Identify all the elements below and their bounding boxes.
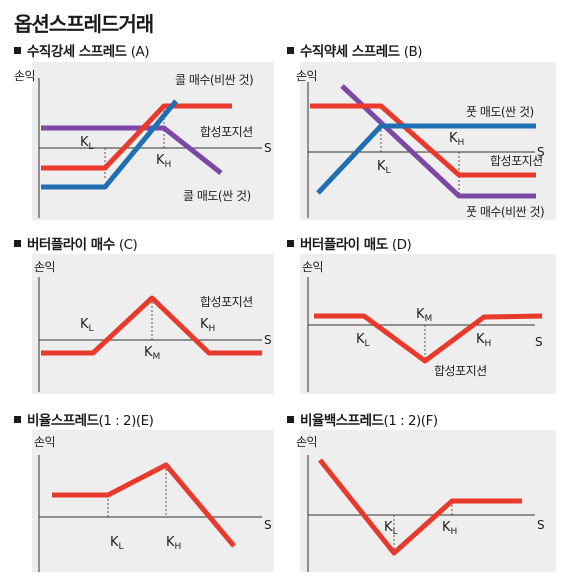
km-label: KM xyxy=(144,345,160,362)
call-sell-label: 콜 매도(싼 것) xyxy=(183,189,251,203)
panel-f-title: 비율백스프레드(1 : 2)(F) xyxy=(287,409,438,429)
x-axis-label: S xyxy=(537,145,544,159)
bullet-icon xyxy=(14,240,21,247)
y-axis-label: 손익 xyxy=(34,435,55,449)
bullet-icon xyxy=(14,416,21,423)
call-buy-label: 콜 매수(비싼 것) xyxy=(175,73,253,87)
panel-c-title: 버터플라이 매수 (C) xyxy=(14,233,138,253)
kl-label: KL xyxy=(80,135,94,152)
bullet-icon xyxy=(14,47,21,54)
x-axis-label: S xyxy=(537,518,544,532)
panel-c-background xyxy=(32,254,274,394)
y-axis-label: 손익 xyxy=(14,69,35,83)
combined-position-line xyxy=(41,103,232,171)
kh-label: KH xyxy=(156,153,171,170)
combined-position-line xyxy=(318,458,522,556)
bullet-icon xyxy=(287,47,294,54)
short-put-line xyxy=(316,123,536,195)
kh-label: KH xyxy=(476,332,491,349)
combined-position-line xyxy=(41,295,262,356)
kh-label: KH xyxy=(200,317,215,334)
main-title: 옵션스프레드거래 xyxy=(14,12,154,36)
combined-position-label: 합성포지션 xyxy=(434,364,487,378)
y-axis-label: 손익 xyxy=(34,260,55,274)
kl-label: KL xyxy=(356,332,370,349)
combined-position-label: 합성포지션 xyxy=(490,154,543,168)
combined-position-label: 합성포지션 xyxy=(200,295,253,309)
bullet-icon xyxy=(287,416,294,423)
combined-position-line xyxy=(310,103,536,178)
kh-label: KH xyxy=(166,535,181,552)
long-put-line xyxy=(340,84,536,199)
panel-e-title: 비율스프레드(1 : 2)(E) xyxy=(14,409,154,429)
x-axis-label: S xyxy=(264,518,271,532)
kh-label: KH xyxy=(442,520,457,537)
x-axis-label: S xyxy=(535,335,542,349)
km-label: KM xyxy=(416,307,432,324)
combined-position-label: 합성포지션 xyxy=(200,125,253,139)
combined-position-line xyxy=(314,313,543,364)
y-axis-label: 손익 xyxy=(296,69,317,83)
kl-label: KL xyxy=(80,317,94,334)
panel-d-background xyxy=(300,254,556,394)
bullet-icon xyxy=(287,240,294,247)
panel-b-title: 수직약세 스프레드 (B) xyxy=(287,40,423,60)
put-sell-label: 풋 매도(싼 것) xyxy=(466,105,534,119)
panel-a-title: 수직강세 스프레드 (A) xyxy=(14,40,150,60)
kl-label: KL xyxy=(384,520,398,537)
panel-d-title: 버터플라이 매도 (D) xyxy=(287,233,412,253)
long-call-line xyxy=(41,99,178,190)
x-axis-label: S xyxy=(264,333,271,347)
kh-label: KH xyxy=(449,131,464,148)
kl-label: KL xyxy=(377,159,391,176)
kl-label: KL xyxy=(110,535,124,552)
put-buy-label: 풋 매수(비싼 것) xyxy=(466,205,544,219)
x-axis-label: S xyxy=(264,141,271,155)
y-axis-label: 손익 xyxy=(296,435,317,449)
panel-e-background xyxy=(32,430,274,572)
short-call-line xyxy=(41,125,223,175)
panel-a-background xyxy=(32,62,274,220)
y-axis-label: 손익 xyxy=(302,260,323,274)
combined-position-line xyxy=(52,462,236,548)
